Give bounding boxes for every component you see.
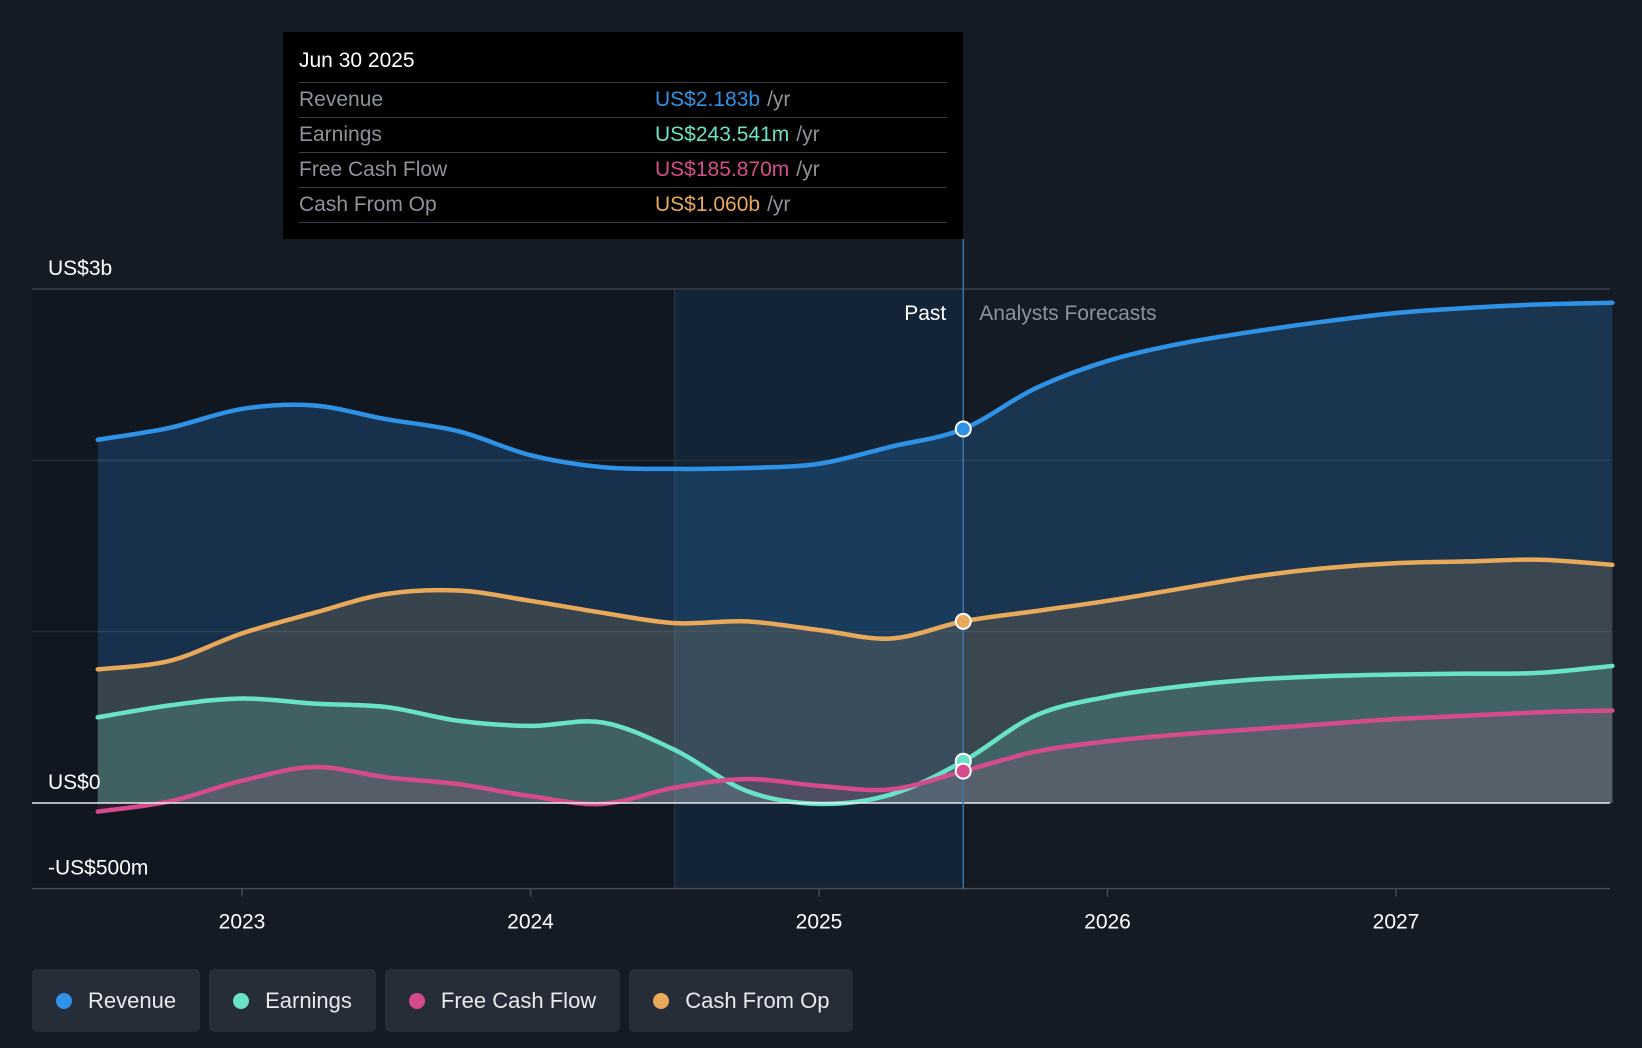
- earnings-line: [95, 663, 1615, 807]
- legend: Revenue Earnings Free Cash Flow Cash Fro…: [32, 969, 862, 1032]
- x-tick-label: 2027: [1373, 911, 1420, 934]
- free-cash-flow-line: [95, 708, 1615, 814]
- tooltip-label: Cash From Op: [299, 193, 437, 216]
- tooltip-row-free-cash-flow: Free Cash Flow US$185.870m /yr: [299, 152, 947, 187]
- legend-label: Revenue: [88, 987, 177, 1013]
- legend-item-earnings[interactable]: Earnings: [209, 969, 376, 1032]
- highlight-region: [674, 289, 964, 889]
- x-tick-label: 2025: [796, 911, 843, 934]
- legend-item-revenue[interactable]: Revenue: [32, 969, 201, 1032]
- y-tick-label: US$0: [48, 771, 101, 794]
- free-cash-flow-marker[interactable]: [954, 762, 972, 780]
- revenue-marker[interactable]: [954, 420, 972, 438]
- cash-from-op-marker[interactable]: [954, 612, 972, 630]
- legend-label: Cash From Op: [685, 987, 830, 1013]
- revenue-area: [97, 302, 1613, 803]
- x-axis-labels: 2023 2024 2025 2026 2027: [219, 888, 1420, 934]
- tooltip-value: US$1.060b: [655, 193, 761, 216]
- x-tick-label: 2023: [219, 911, 266, 934]
- tooltip-value: US$2.183b: [655, 88, 761, 111]
- tooltip-label: Revenue: [299, 88, 384, 111]
- series-lines: [95, 300, 1615, 814]
- tooltip-row-earnings: Earnings US$243.541m /yr: [299, 117, 947, 152]
- earnings-area: [97, 665, 1613, 804]
- tooltip: Jun 30 2025 Revenue US$2.183b /yr Earnin…: [283, 32, 963, 239]
- revenue-line: [95, 300, 1615, 472]
- x-tick-label: 2026: [1084, 911, 1131, 934]
- tooltip-row-revenue: Revenue US$2.183b /yr: [299, 82, 947, 117]
- x-tick-label: 2024: [507, 911, 554, 934]
- legend-item-free-cash-flow[interactable]: Free Cash Flow: [384, 969, 621, 1032]
- tooltip-row-cash-from-op: Cash From Op US$1.060b /yr: [299, 187, 947, 223]
- free-cash-flow-dot-icon: [408, 992, 425, 1009]
- free-cash-flow-area: [97, 710, 1613, 812]
- y-axis-labels: US$3b US$0 -US$500m: [48, 257, 148, 880]
- past-label: Past: [904, 302, 946, 325]
- series-areas: [97, 302, 1613, 812]
- cash-from-op-line: [95, 557, 1615, 672]
- earnings-dot-icon: [233, 992, 250, 1009]
- revenue-dot-icon: [56, 992, 72, 1009]
- legend-item-cash-from-op[interactable]: Cash From Op: [629, 969, 854, 1032]
- tooltip-date: Jun 30 2025: [299, 49, 415, 72]
- tooltip-unit: /yr: [767, 193, 791, 216]
- series-markers[interactable]: [954, 420, 972, 780]
- tooltip-label: Free Cash Flow: [299, 158, 448, 181]
- legend-label: Free Cash Flow: [440, 987, 597, 1013]
- tooltip-label: Earnings: [299, 123, 382, 146]
- forecast-label: Analysts Forecasts: [979, 302, 1156, 325]
- y-tick-label: US$3b: [48, 257, 112, 280]
- cash-from-op-dot-icon: [653, 992, 670, 1009]
- tooltip-value: US$243.541m: [655, 123, 790, 146]
- tooltip-unit: /yr: [796, 123, 820, 146]
- tooltip-unit: /yr: [796, 158, 820, 181]
- cash-from-op-area: [97, 559, 1613, 803]
- tooltip-value: US$185.870m: [655, 158, 790, 181]
- tooltip-unit: /yr: [767, 88, 791, 111]
- y-tick-label: -US$500m: [48, 857, 148, 880]
- legend-label: Earnings: [265, 987, 352, 1013]
